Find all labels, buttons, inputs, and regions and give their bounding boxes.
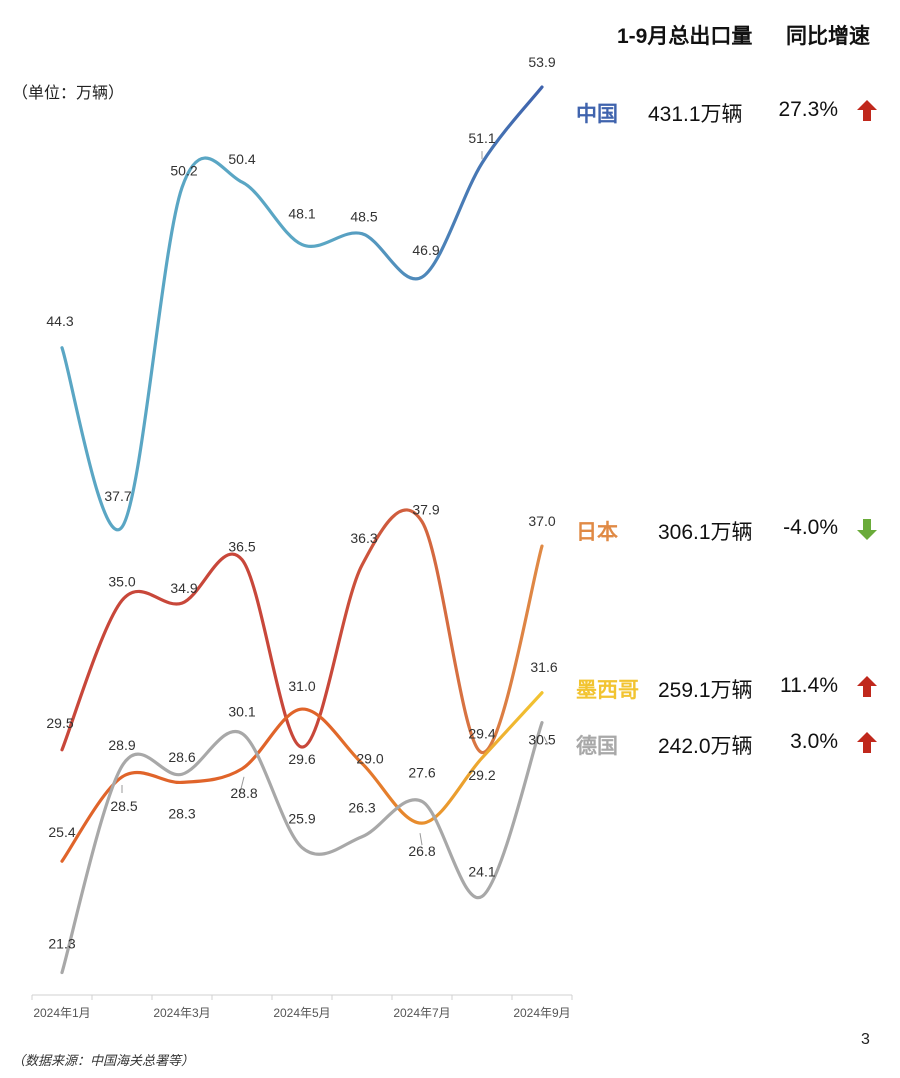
total-header: 1-9月总出口量 xyxy=(617,25,753,48)
series-line-3 xyxy=(60,721,544,975)
arrow-up-icon xyxy=(857,676,877,697)
data-label: 36.5 xyxy=(228,539,255,555)
legend-growth: 11.4% xyxy=(780,674,838,697)
data-label: 25.9 xyxy=(288,811,315,827)
data-label: 36.3 xyxy=(350,530,377,546)
legend-total: 242.0万辆 xyxy=(658,735,753,758)
x-tick-label: 2024年7月 xyxy=(393,1006,450,1020)
series-line-1 xyxy=(60,508,544,755)
data-label: 30.1 xyxy=(228,704,255,720)
legend-name: 德国 xyxy=(576,735,618,758)
series-lines xyxy=(60,85,544,975)
data-label: 29.5 xyxy=(46,715,73,731)
data-label: 26.8 xyxy=(408,843,435,859)
data-label: 31.6 xyxy=(530,659,557,675)
data-label: 31.0 xyxy=(288,678,315,694)
data-label: 28.8 xyxy=(230,785,257,801)
data-label: 35.0 xyxy=(108,573,135,589)
label-leader xyxy=(543,736,549,745)
series-line-2 xyxy=(60,691,544,863)
legend-growth: 3.0% xyxy=(790,730,838,753)
arrow-up-icon xyxy=(857,732,877,753)
data-label: 51.1 xyxy=(468,130,495,146)
label-leader xyxy=(239,776,245,793)
data-label: 29.2 xyxy=(468,767,495,783)
data-label: 48.1 xyxy=(288,206,315,222)
x-tick-label: 2024年3月 xyxy=(153,1006,210,1020)
label-leader xyxy=(419,833,423,846)
arrow-up-icon xyxy=(857,100,877,121)
unit-label: （单位：万辆） xyxy=(12,85,125,102)
rate-header: 同比增速 xyxy=(786,25,870,48)
data-label: 30.5 xyxy=(528,732,555,748)
data-label: 37.7 xyxy=(104,488,131,504)
data-label: 29.4 xyxy=(468,726,495,742)
legend-growth: 27.3% xyxy=(778,98,838,121)
data-labels: 44.3 37.7 50.2 50.4 48.1 48.5 46.9 51.1 53.9 29.5… xyxy=(46,54,557,951)
legend-name: 日本 xyxy=(576,521,618,544)
source-note: （数据来源：中国海关总署等） xyxy=(12,1053,195,1068)
legend-total: 259.1万辆 xyxy=(658,679,753,702)
data-label: 34.9 xyxy=(170,580,197,596)
data-label: 50.2 xyxy=(170,163,197,179)
data-label: 27.6 xyxy=(408,764,435,780)
x-axis: 2024年1月 2024年3月 2024年5月 2024年7月 2024年9月 xyxy=(31,994,573,1020)
data-label: 48.5 xyxy=(350,209,377,225)
data-label: 44.3 xyxy=(46,313,73,329)
series-line-0 xyxy=(60,85,544,532)
data-label: 28.9 xyxy=(108,737,135,753)
legend-name: 中国 xyxy=(576,103,618,126)
page-number: 3 xyxy=(861,1031,870,1048)
data-label: 24.1 xyxy=(468,863,495,879)
arrow-down-icon xyxy=(857,519,877,540)
data-label: 53.9 xyxy=(528,54,555,70)
x-tick-label: 2024年9月 xyxy=(513,1006,570,1020)
data-label: 37.9 xyxy=(412,502,439,518)
data-label: 25.4 xyxy=(48,824,75,840)
legend-name: 墨西哥 xyxy=(576,679,639,702)
data-label: 50.4 xyxy=(228,151,255,167)
data-label: 29.6 xyxy=(288,751,315,767)
data-label: 46.9 xyxy=(412,242,439,258)
data-label: 28.5 xyxy=(110,798,137,814)
data-label: 37.0 xyxy=(528,513,555,529)
x-tick-label: 2024年5月 xyxy=(273,1006,330,1020)
data-label: 28.6 xyxy=(168,749,195,765)
data-label: 29.0 xyxy=(356,750,383,766)
legend-growth: -4.0% xyxy=(783,516,838,539)
data-label: 26.3 xyxy=(348,800,375,816)
legend-total: 306.1万辆 xyxy=(658,521,753,544)
legend-total: 431.1万辆 xyxy=(648,103,743,126)
x-tick-label: 2024年1月 xyxy=(33,1006,90,1020)
data-label: 21.3 xyxy=(48,936,75,952)
data-label: 28.3 xyxy=(168,805,195,821)
